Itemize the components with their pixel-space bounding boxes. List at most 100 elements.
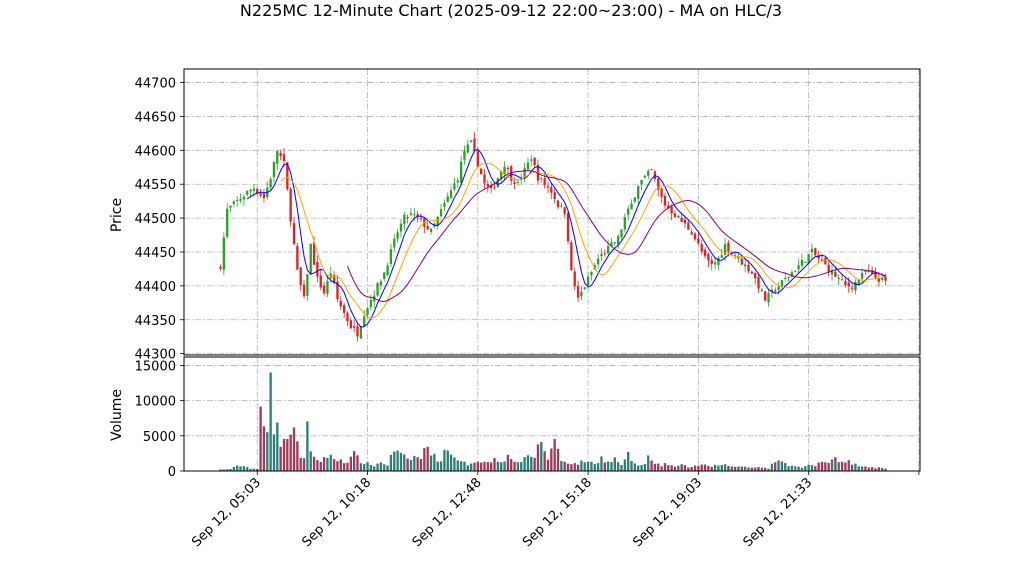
candle-body: [366, 308, 369, 316]
volume-bar: [476, 461, 479, 471]
candle-body: [780, 280, 784, 287]
volume-bar: [246, 467, 249, 471]
volume-bar: [503, 461, 506, 471]
candle-body: [229, 205, 232, 208]
candle-body: [416, 214, 419, 217]
candle-body: [610, 242, 613, 246]
candle-body: [637, 186, 640, 199]
candle-body: [880, 277, 884, 280]
volume-bar: [757, 466, 760, 471]
x-tick-label: Sep 12, 15:18: [520, 475, 595, 550]
candle-body: [586, 276, 590, 286]
price-tick-label: 44500: [135, 212, 176, 227]
x-tick-label: Sep 12, 10:18: [299, 475, 374, 550]
candle-body: [740, 258, 743, 265]
candle-body: [269, 179, 272, 188]
candle-body: [239, 199, 242, 201]
volume-bar: [787, 466, 790, 471]
candle-body: [764, 291, 767, 301]
volume-bar: [683, 465, 687, 471]
candle-body: [787, 276, 790, 278]
volume-bar: [486, 462, 490, 471]
volume-bar: [449, 454, 453, 471]
volume-bar: [590, 461, 593, 471]
candle-body: [256, 189, 259, 194]
volume-bar: [653, 463, 657, 471]
candle-body: [443, 203, 446, 207]
volume-bar: [479, 462, 483, 471]
volume-bar: [720, 464, 723, 471]
volume-bar: [837, 462, 840, 471]
price-panel-frame: [183, 68, 921, 356]
volume-bar: [536, 444, 540, 471]
candle-body: [312, 242, 316, 265]
price-tick-label: 44350: [135, 314, 176, 329]
candle-body: [503, 166, 506, 175]
volume-bar: [463, 461, 466, 471]
volume-bar: [780, 461, 784, 471]
candle-body: [359, 326, 363, 339]
volume-bar: [573, 463, 576, 471]
candle-body: [673, 213, 677, 218]
candle-body: [396, 232, 399, 239]
candle-body: [249, 189, 252, 192]
volume-bar: [426, 446, 429, 471]
volume-bar: [660, 466, 663, 471]
volume-bar: [606, 461, 610, 471]
volume-bar: [389, 454, 393, 471]
volume-tick-label: 0: [168, 465, 176, 480]
candle-body: [540, 178, 543, 180]
candle-body: [383, 272, 386, 279]
volume-bar: [697, 465, 700, 471]
candle-body: [827, 264, 830, 273]
volume-bar: [723, 464, 727, 471]
volume-bar: [506, 454, 510, 471]
volume-bar: [586, 461, 590, 471]
candle-body: [516, 181, 520, 183]
volume-bar: [316, 460, 319, 471]
candle-body: [723, 244, 727, 255]
moving-average-lines: [246, 148, 886, 328]
candle-body: [463, 150, 466, 160]
price-grid: [184, 69, 920, 355]
candle-body: [466, 144, 469, 153]
volume-bar: [556, 448, 560, 471]
volume-bar: [282, 438, 286, 471]
candle-body: [747, 264, 750, 272]
volume-bar: [252, 468, 256, 471]
volume-bar: [847, 460, 850, 471]
volume-bar: [322, 457, 326, 471]
volume-tick-label: 5000: [143, 430, 176, 445]
candle-body: [349, 320, 352, 329]
candle-body: [640, 179, 643, 185]
candle-body: [352, 326, 356, 328]
candle-body: [526, 162, 530, 170]
volume-bar: [663, 463, 667, 471]
candle-body: [500, 171, 503, 180]
candle-body: [750, 271, 754, 274]
candle-body: [874, 271, 877, 278]
candle-body: [363, 316, 366, 326]
candle-body: [272, 161, 276, 178]
volume-bar: [840, 461, 844, 471]
volume-tick-label: 10000: [135, 395, 176, 410]
volume-bar: [570, 464, 573, 471]
candle-body: [556, 200, 560, 207]
x-tick-label: Sep 12, 21:33: [741, 475, 816, 550]
volume-bar: [332, 459, 336, 471]
volume-bar: [366, 462, 369, 471]
candle-body: [426, 226, 429, 230]
volume-bar: [737, 466, 740, 471]
ma-long-line: [347, 170, 886, 302]
volume-bar: [219, 469, 222, 471]
candle-body: [413, 214, 416, 216]
candle-body: [286, 162, 289, 190]
volume-bar: [259, 406, 262, 471]
candle-body: [850, 287, 854, 289]
candle-body: [616, 236, 620, 245]
candle-body: [580, 291, 583, 297]
volume-bar: [369, 464, 373, 471]
volume-bar: [319, 461, 322, 471]
candle-body: [670, 206, 673, 214]
volume-bar: [413, 455, 416, 471]
